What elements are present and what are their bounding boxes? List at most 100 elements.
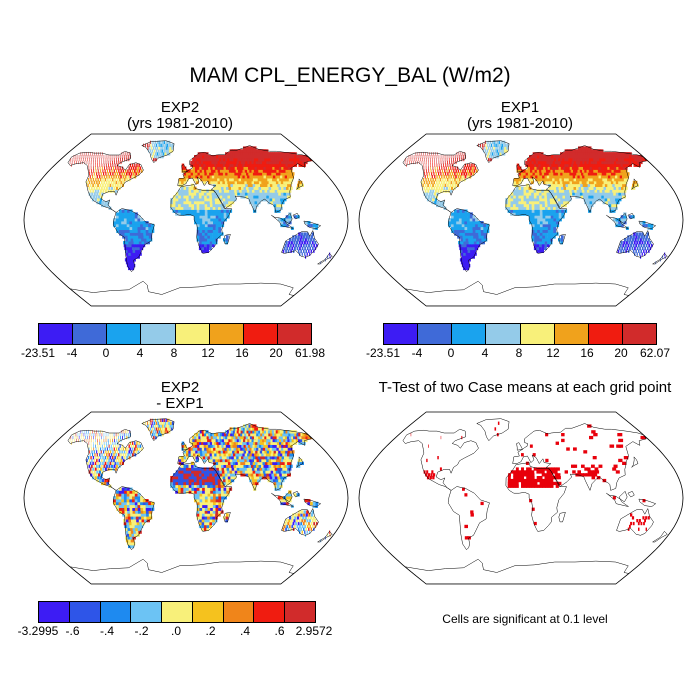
coastline-greenland bbox=[141, 418, 175, 442]
colorbar-swatch bbox=[254, 602, 286, 622]
coastline-greenland bbox=[141, 140, 175, 164]
colorbar-label: -.4 bbox=[99, 624, 115, 638]
coastline-antarctica bbox=[404, 558, 630, 584]
colorbar-swatch bbox=[73, 324, 108, 344]
coastline-sumatraBorneoSmall bbox=[627, 490, 635, 498]
colorbar-swatch bbox=[39, 324, 74, 344]
coastline-africa bbox=[170, 184, 232, 254]
coastline-sumatraBorneoSmall bbox=[627, 212, 635, 220]
colorbar-diff bbox=[38, 601, 316, 623]
coastline-australia bbox=[616, 229, 654, 258]
coastline-northAmerica bbox=[67, 150, 144, 213]
map-ocean bbox=[359, 412, 683, 584]
colorbar-label: 12 bbox=[201, 346, 215, 360]
colorbar-swatch bbox=[520, 324, 555, 344]
map-border bbox=[358, 411, 684, 585]
coastline-northAmerica bbox=[402, 428, 479, 491]
coastline-australia bbox=[281, 507, 319, 536]
coastline-africa bbox=[505, 462, 567, 532]
panel-exp2-name: EXP2 bbox=[160, 99, 200, 116]
figure-title: MAM CPL_ENERGY_BAL (W/m2) bbox=[189, 64, 511, 87]
coastline-madagascar bbox=[223, 511, 231, 523]
coastline-antarctica bbox=[69, 280, 295, 306]
coastline-southAmerica bbox=[447, 486, 490, 550]
colorbar-swatch bbox=[384, 324, 419, 344]
coastline-eurasia bbox=[177, 423, 312, 492]
colorbar-label: 16 bbox=[580, 346, 594, 360]
coastline-indonesia bbox=[271, 212, 294, 229]
coastline-sumatraBorneoSmall bbox=[292, 212, 300, 220]
coastline-antarctica bbox=[69, 558, 295, 584]
panel-exp2-years: (yrs 1981-2010) bbox=[127, 115, 233, 132]
coastline-northAmerica bbox=[67, 428, 144, 491]
coastline-newZealand bbox=[651, 531, 668, 543]
colorbar-swatch bbox=[486, 324, 521, 344]
coastline-eurasia bbox=[177, 145, 312, 214]
panel-exp1-name: EXP1 bbox=[500, 99, 540, 116]
coastline-newZealand bbox=[316, 531, 333, 543]
colorbar-swatch bbox=[100, 602, 132, 622]
coastline-newGuinea bbox=[638, 498, 657, 507]
coastline-newZealand bbox=[651, 253, 668, 265]
colorbar-label: 8 bbox=[170, 346, 178, 360]
coastline-madagascar bbox=[558, 233, 566, 245]
colorbar-swatch bbox=[588, 324, 623, 344]
colorbar-label: -4 bbox=[411, 346, 423, 360]
panel-diff-minus: - EXP1 bbox=[156, 395, 204, 412]
colorbar-label: .0 bbox=[170, 624, 182, 638]
map-border bbox=[358, 133, 684, 307]
colorbar-swatch bbox=[554, 324, 589, 344]
colorbar-label: 12 bbox=[546, 346, 560, 360]
coastline-madagascar bbox=[223, 233, 231, 245]
coastline-newGuinea bbox=[303, 220, 322, 229]
colorbar-label: 8 bbox=[515, 346, 523, 360]
colorbar-label: 61.98 bbox=[294, 346, 326, 360]
map-exp1 bbox=[358, 133, 684, 307]
map-border bbox=[23, 133, 349, 307]
colorbar-label: .6 bbox=[274, 624, 285, 638]
colorbar-label: -23.51 bbox=[20, 346, 56, 360]
coastline-britain bbox=[181, 442, 188, 451]
coastline-eurasia bbox=[512, 423, 647, 492]
panel-diff-name: EXP2 bbox=[160, 379, 200, 396]
coastline-australia bbox=[616, 507, 654, 536]
map-border bbox=[23, 411, 349, 585]
map-land-cells bbox=[410, 421, 650, 540]
coastline-indonesia bbox=[271, 490, 294, 507]
coastline-southAmerica bbox=[112, 486, 155, 550]
coastline-newZealand bbox=[316, 253, 333, 265]
colorbar-label: 20 bbox=[269, 346, 283, 360]
colorbar-label: 2.9572 bbox=[295, 624, 333, 638]
coastline-indonesia bbox=[606, 490, 629, 507]
colorbar-swatch bbox=[39, 602, 70, 622]
colorbar-label: 62.07 bbox=[639, 346, 671, 360]
coastline-africa bbox=[505, 184, 567, 254]
coastline-northAmerica bbox=[402, 150, 479, 213]
coastline-newGuinea bbox=[303, 498, 322, 507]
colorbar-label: 0 bbox=[102, 346, 110, 360]
colorbar-swatch bbox=[141, 324, 176, 344]
coastline-madagascar bbox=[558, 511, 566, 523]
colorbar-swatch bbox=[285, 602, 316, 622]
coastline-japan bbox=[296, 178, 304, 190]
colorbar-label: 0 bbox=[447, 346, 455, 360]
colorbar-label: 4 bbox=[136, 346, 144, 360]
colorbar-label: -4 bbox=[66, 346, 78, 360]
colorbar-label: .4 bbox=[239, 624, 251, 638]
panel-title-diff: EXP2 - EXP1 bbox=[80, 380, 280, 412]
colorbar-swatch bbox=[107, 324, 142, 344]
colorbar-label: -23.51 bbox=[365, 346, 401, 360]
colorbar-exp1 bbox=[383, 323, 657, 345]
colorbar-swatch bbox=[175, 324, 210, 344]
panel-title-exp1: EXP1 (yrs 1981-2010) bbox=[410, 100, 630, 132]
colorbar-swatch bbox=[192, 602, 224, 622]
colorbar-label: -3.2995 bbox=[17, 624, 59, 638]
colorbar-swatch bbox=[223, 602, 255, 622]
colorbar-swatch bbox=[277, 324, 311, 344]
coastline-southAmerica bbox=[112, 208, 155, 272]
coastline-indonesia bbox=[606, 212, 629, 229]
map-diff bbox=[23, 411, 349, 585]
coastline-southAmerica bbox=[447, 208, 490, 272]
coastline-britain bbox=[181, 164, 188, 173]
